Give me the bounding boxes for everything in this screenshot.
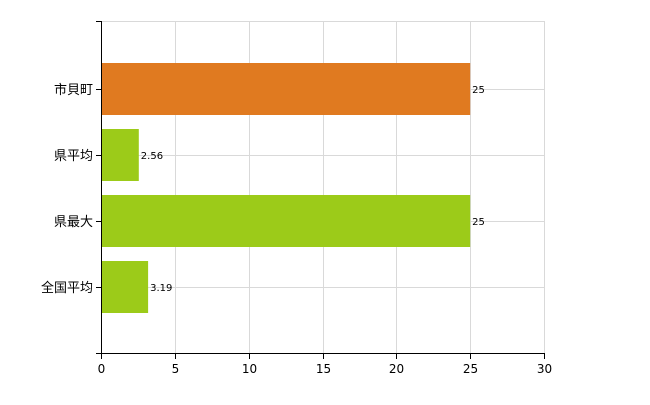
data-label: 25 bbox=[472, 85, 485, 96]
data-label: 25 bbox=[472, 217, 485, 228]
category-label: 県平均 bbox=[54, 149, 93, 164]
category-label: 全国平均 bbox=[41, 280, 93, 296]
axes bbox=[96, 21, 545, 359]
category-label: 市貝町 bbox=[54, 82, 93, 98]
x-tick-label: 0 bbox=[98, 362, 106, 376]
x-tick-label: 5 bbox=[172, 362, 180, 376]
x-tick-label: 15 bbox=[316, 362, 331, 376]
bar bbox=[102, 261, 149, 313]
x-tick-label: 20 bbox=[389, 362, 404, 376]
bar bbox=[102, 63, 471, 115]
x-tick-label: 30 bbox=[537, 362, 552, 376]
x-tick-label: 25 bbox=[463, 362, 478, 376]
category-label: 県最大 bbox=[54, 215, 93, 230]
x-tick-label: 10 bbox=[242, 362, 257, 376]
bar bbox=[102, 195, 471, 247]
bars bbox=[102, 63, 471, 313]
data-label: 3.19 bbox=[150, 283, 172, 294]
data-label: 2.56 bbox=[141, 151, 163, 162]
bar bbox=[102, 129, 139, 181]
